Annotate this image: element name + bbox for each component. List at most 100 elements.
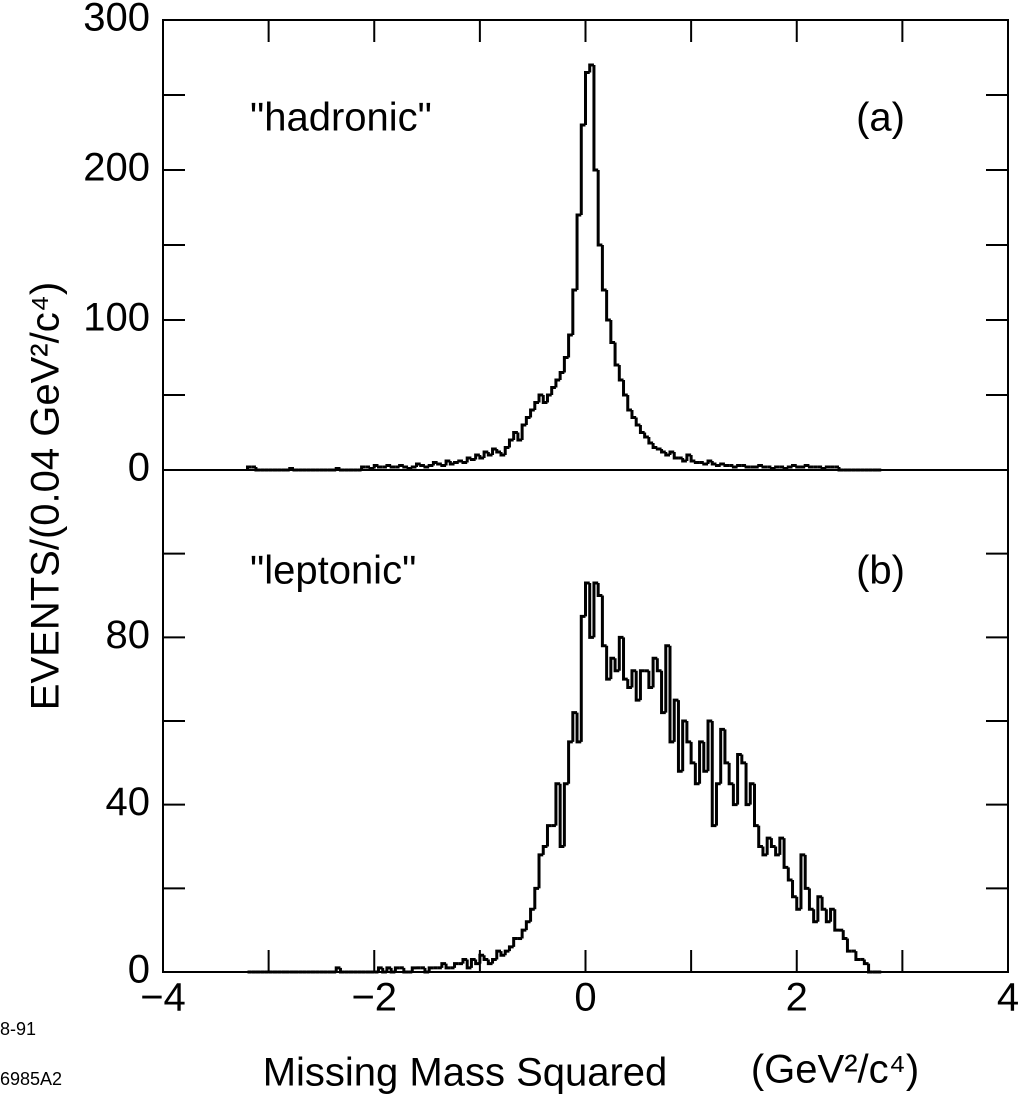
histogram-bin xyxy=(753,783,759,828)
histogram-bin xyxy=(419,464,425,467)
x-tick-label: 4 xyxy=(997,976,1019,1020)
histogram-bin xyxy=(427,966,434,972)
histogram-bin xyxy=(541,845,548,855)
histogram-bin xyxy=(495,449,501,454)
histogram-bin xyxy=(862,959,869,966)
histogram-bin xyxy=(579,614,586,742)
histogram-bin xyxy=(402,967,409,974)
histogram-bin xyxy=(524,920,531,931)
histogram-bin xyxy=(440,962,447,968)
histogram-bin xyxy=(338,468,345,472)
histogram-bin xyxy=(402,465,409,469)
histogram-bin xyxy=(626,395,632,412)
histogram-bin xyxy=(761,846,768,857)
histogram-bin xyxy=(795,465,801,469)
x-tick-label: −2 xyxy=(351,976,397,1020)
x-tick-label: 2 xyxy=(786,976,808,1020)
histogram-bin xyxy=(723,729,730,765)
panel-tag: (b) xyxy=(856,549,905,593)
histogram-bin xyxy=(672,452,679,460)
histogram-bin xyxy=(672,698,679,742)
histogram-bin xyxy=(533,886,540,910)
histogram-bin xyxy=(655,658,662,673)
histogram-bin xyxy=(575,712,582,744)
x-axis-unit: (GeV²/c⁴) xyxy=(751,1048,919,1092)
histogram-bin xyxy=(710,461,717,466)
histogram-bin xyxy=(567,333,573,358)
histogram-bin xyxy=(782,838,789,869)
histogram-bin xyxy=(596,582,603,597)
panel-label: "leptonic" xyxy=(250,549,416,593)
histogram-bin xyxy=(512,937,518,947)
panel-label: "hadronic" xyxy=(250,96,432,140)
histogram-bin xyxy=(845,938,852,953)
histogram-bin xyxy=(744,465,751,469)
histogram-bin xyxy=(529,408,535,418)
histogram-bin xyxy=(613,342,620,367)
histogram-bin xyxy=(600,595,607,648)
x-axis-label: Missing Mass Squared xyxy=(263,1051,668,1095)
histogram-bin xyxy=(668,645,675,744)
histogram-bin xyxy=(689,455,696,463)
histogram-bin xyxy=(609,320,616,344)
histogram-bin xyxy=(736,464,742,467)
histogram-bin xyxy=(495,949,501,960)
histogram-bin xyxy=(596,170,603,247)
y-tick-label: 300 xyxy=(83,0,150,40)
histogram-bin xyxy=(584,71,590,125)
x-tick-label: 0 xyxy=(574,976,596,1020)
plot-frame xyxy=(162,19,1009,973)
histogram-bin xyxy=(630,410,637,419)
histogram-bin xyxy=(520,928,527,939)
histogram-bin xyxy=(529,907,535,922)
histogram-bin xyxy=(537,853,544,889)
histogram-bin xyxy=(605,290,611,322)
histogram-bin xyxy=(774,846,780,857)
histogram-bin xyxy=(622,637,628,681)
histogram-bin xyxy=(550,386,556,395)
histogram-bin xyxy=(246,465,252,470)
histogram-bin xyxy=(507,945,514,952)
y-tick-label: 100 xyxy=(83,296,150,340)
histogram-bin xyxy=(554,378,561,388)
histogram-bin xyxy=(499,951,506,957)
y-axis-label: EVENTS/(0.04 GeV²/c⁴) xyxy=(24,282,68,710)
histogram-bin xyxy=(338,967,345,974)
histogram-bin xyxy=(761,465,768,469)
histogram-bin xyxy=(647,437,654,445)
histogram-bin xyxy=(376,465,383,469)
histogram-bin xyxy=(651,443,658,449)
histogram-bin xyxy=(254,467,261,472)
y-tick-label: 200 xyxy=(83,146,150,190)
histogram-bin xyxy=(520,423,527,440)
histogram-bin xyxy=(524,416,531,425)
histogram-bin xyxy=(592,65,599,172)
histogram-bin xyxy=(393,966,400,972)
histogram-bin xyxy=(638,425,645,434)
histogram-bin xyxy=(786,867,793,882)
histogram-bin xyxy=(571,288,578,335)
y-tick-label: 40 xyxy=(106,780,151,824)
histogram-bin xyxy=(453,461,459,464)
histogram-bin xyxy=(774,465,780,469)
figure-note: 8-91 xyxy=(0,1019,36,1039)
histogram-bin xyxy=(533,401,540,410)
histogram-bin xyxy=(791,879,797,899)
histogram-bin xyxy=(389,465,396,469)
histogram-bin xyxy=(854,951,861,961)
histogram-bin xyxy=(292,468,299,472)
histogram-bin xyxy=(655,447,662,451)
histogram-bin xyxy=(660,449,666,454)
histogram-bin xyxy=(491,957,497,964)
histogram-bin xyxy=(575,213,582,290)
histogram-bin xyxy=(410,966,417,972)
histogram-bin xyxy=(765,836,772,855)
histogram-bin xyxy=(558,371,565,380)
histogram-bin xyxy=(638,669,645,701)
histogram-bin xyxy=(778,836,785,855)
histogram-bin xyxy=(786,465,793,469)
histogram-bin xyxy=(803,854,810,890)
histogram-bin xyxy=(744,762,751,807)
histogram-bin xyxy=(824,465,831,469)
